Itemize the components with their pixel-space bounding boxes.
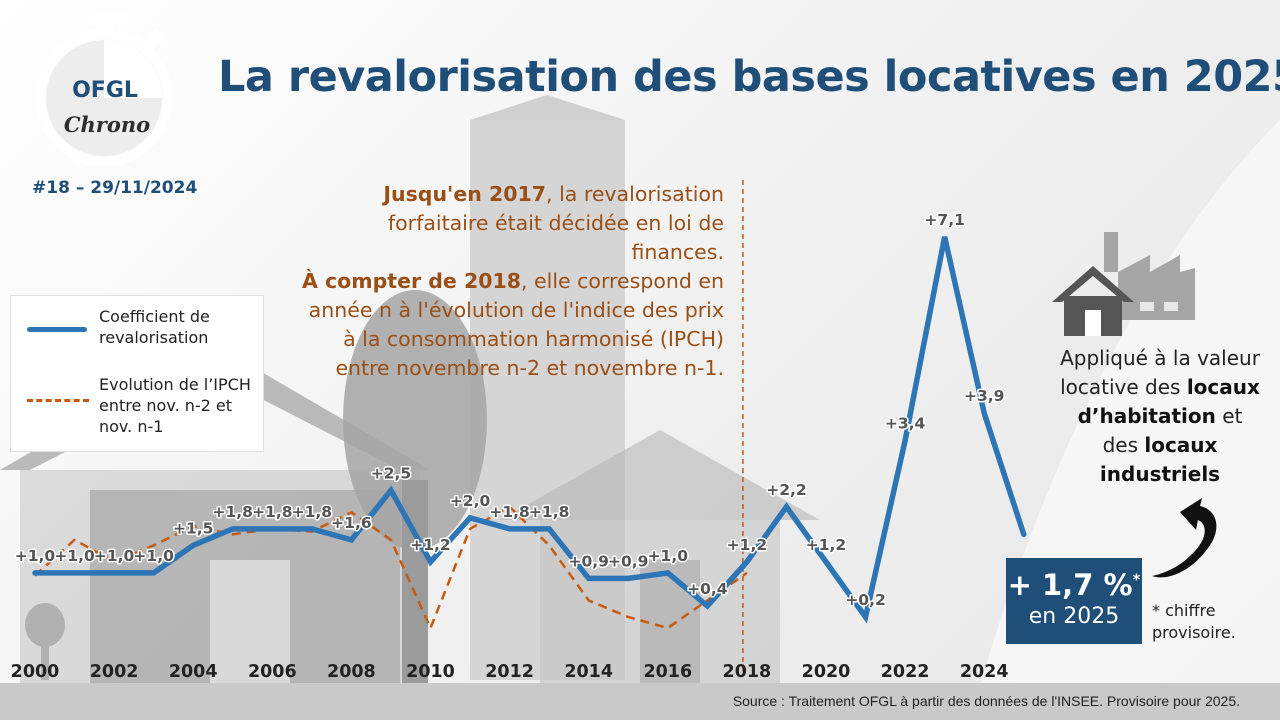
source-text: Source : Traitement OFGL à partir des do…: [732, 693, 1240, 709]
data-label: +1,0: [94, 547, 135, 565]
x-tick-label: 2004: [169, 662, 218, 682]
note-bold-2: À compter de 2018: [302, 269, 521, 293]
data-label: +1,2: [727, 536, 767, 554]
data-label: +7,1: [924, 211, 964, 229]
data-label: +2,2: [766, 481, 806, 499]
x-tick-label: 2024: [960, 662, 1009, 682]
data-label: +1,8: [252, 503, 292, 521]
legend-dash-swatch: [27, 399, 89, 402]
data-label: +1,8: [213, 503, 253, 521]
data-label: +1,0: [133, 547, 174, 565]
callout-star: *: [1132, 570, 1141, 589]
x-tick-label: 2008: [327, 662, 376, 682]
x-tick-label: 2018: [723, 662, 772, 682]
legend-dash-label: Evolution de l’IPCH entre nov. n-2 et no…: [99, 375, 251, 436]
data-label: +1,5: [173, 519, 213, 537]
legend-line-label: Coefficient de revalorisation: [99, 307, 210, 347]
legend-line-swatch: [27, 327, 87, 332]
applied-bold-1: locaux d’habitation: [1077, 375, 1260, 428]
x-tick-label: 2020: [802, 662, 851, 682]
callout-value: + 1,7 %: [1007, 568, 1133, 602]
logo-subtitle: Chrono: [63, 112, 151, 137]
applied-text-1: Appliqué à la valeur locative des: [1060, 346, 1260, 399]
x-tick-label: 2022: [881, 662, 930, 682]
data-label: +3,9: [964, 387, 1004, 405]
x-tick-label: 2010: [406, 662, 455, 682]
x-tick-label: 2006: [248, 662, 297, 682]
data-label: +1,0: [648, 547, 689, 565]
callout-year: en 2025: [1028, 604, 1120, 629]
methodology-note: Jusqu'en 2017, la revalorisation forfait…: [290, 180, 724, 383]
note-bold-1: Jusqu'en 2017: [383, 182, 547, 206]
applied-text-2: et des: [1102, 404, 1243, 457]
data-label: +1,0: [15, 547, 56, 565]
data-label: +1,2: [410, 536, 450, 554]
page-title: La revalorisation des bases locatives en…: [218, 52, 1280, 102]
applied-to-text: Appliqué à la valeur locative des locaux…: [1060, 344, 1260, 489]
ipch-series-line: [34, 505, 748, 630]
chart-legend: Coefficient de revalorisation Evolution …: [10, 295, 264, 452]
data-label: +1,0: [54, 547, 95, 565]
data-label: +3,4: [885, 415, 926, 433]
x-tick-label: 2012: [485, 662, 534, 682]
note-text-1: , la revalorisation forfaitaire était dé…: [387, 182, 724, 264]
note-text-2: , elle correspond en année n à l'évoluti…: [308, 269, 724, 380]
logo-wordmark: OFGL: [72, 78, 138, 103]
data-label: +1,8: [292, 503, 332, 521]
x-tick-label: 2002: [90, 662, 139, 682]
data-label: +1,2: [806, 536, 846, 554]
data-label: +0,4: [687, 580, 728, 598]
data-label: +0,9: [608, 552, 648, 570]
applied-bold-2: locaux industriels: [1099, 433, 1221, 486]
data-label: +1,8: [529, 503, 569, 521]
data-label: +1,6: [331, 514, 371, 532]
x-tick-label: 2014: [564, 662, 613, 682]
data-label: +2,0: [450, 492, 491, 510]
curved-arrow-icon: [1152, 498, 1217, 578]
x-tick-label: 2000: [11, 662, 60, 682]
coefficient-series-line: [32, 236, 1027, 624]
data-label: +2,5: [371, 464, 411, 482]
source-bar: Source : Traitement OFGL à partir des do…: [0, 683, 1280, 720]
data-label: +0,2: [845, 591, 885, 609]
data-label: +0,9: [568, 552, 608, 570]
x-tick-label: 2016: [643, 662, 692, 682]
footnote: * chiffre provisoire.: [1152, 601, 1236, 642]
value-2025-callout: + 1,7 %* en 2025: [1006, 558, 1142, 644]
issue-number-date: #18 – 29/11/2024: [32, 178, 198, 198]
data-label: +1,8: [489, 503, 529, 521]
